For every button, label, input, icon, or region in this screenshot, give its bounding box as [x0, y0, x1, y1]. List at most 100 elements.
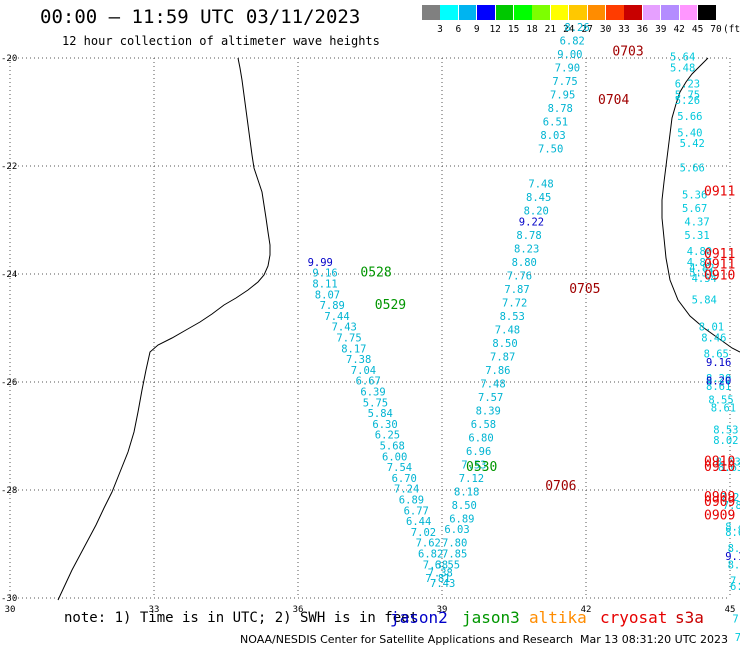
pass-time-label: 0909 — [704, 509, 735, 524]
wave-height-value: 6.96 — [466, 446, 491, 458]
wave-height-value: 6.67 — [356, 376, 381, 388]
legend-item: s3a — [675, 608, 704, 627]
wave-height-value: 8.78 — [548, 103, 573, 115]
wave-height-value: 6.44 — [406, 516, 431, 528]
wave-height-value: 5.26 — [675, 95, 700, 107]
wave-height-value: 7.62 — [416, 538, 441, 550]
scale-label: 42 — [673, 24, 685, 35]
pass-time-label: 0704 — [598, 93, 629, 108]
pass-time-label: 0910 — [704, 268, 735, 283]
wave-height-value: 8.80 — [512, 257, 537, 269]
lat-tick-label: -20 — [1, 54, 17, 64]
wave-height-value: 8.20 — [706, 376, 731, 388]
wave-height-value: 4.82 — [689, 262, 714, 274]
wave-height-value: 7.90 — [555, 63, 580, 75]
wave-height-value: 7.04 — [351, 365, 376, 377]
wave-height-value: 7.76 — [507, 270, 532, 282]
wave-height-value: 5.48 — [670, 63, 695, 75]
credit-line: NOAA/NESDIS Center for Satellite Applica… — [240, 633, 574, 646]
lon-tick-label: 39 — [437, 605, 448, 615]
scale-label: 15 — [507, 24, 520, 35]
wave-height-value: 8.55 — [708, 395, 733, 407]
wave-height-value: 7.57 — [478, 392, 503, 404]
scale-label: 36 — [636, 24, 649, 35]
wave-height-value: 6.39 — [360, 387, 385, 399]
wave-height-value: 6.23 — [675, 79, 700, 91]
lat-tick-label: -28 — [1, 486, 17, 496]
wave-height-value: 8.65 — [704, 349, 729, 361]
wave-height-value: 5.66 — [677, 111, 702, 123]
legend-item: jason3 — [462, 608, 520, 627]
wave-height-value: 5.64 — [670, 52, 695, 64]
pass-time-label: 0911 — [704, 185, 735, 200]
wave-height-value: 7.72 — [502, 297, 527, 309]
wave-height-value: 7.66 — [730, 576, 740, 588]
pass-time-label: 0703 — [612, 44, 643, 59]
wave-height-value: 7.53 — [461, 459, 486, 471]
lat-tick-label: -22 — [1, 162, 17, 172]
wave-height-value: 5.31 — [689, 268, 714, 280]
lat-tick-label: -30 — [1, 594, 17, 604]
scale-label: 39 — [655, 24, 667, 35]
scale-label: 30 — [599, 24, 612, 35]
africa-coastline — [57, 57, 271, 601]
wave-height-value: 8.18 — [454, 486, 479, 498]
wave-height-value: 9.16 — [706, 357, 731, 369]
wave-height-value: 5.75 — [363, 397, 388, 409]
wave-height-value: 8.46 — [701, 333, 726, 345]
map-subtitle: 12 hour collection of altimeter wave hei… — [62, 34, 380, 48]
wave-height-value: 8.07 — [315, 289, 340, 301]
scale-unit: (ft) — [722, 24, 740, 35]
wave-height-value: 8.11 — [312, 279, 337, 291]
wave-height-value: 8.50 — [492, 338, 517, 350]
lon-tick-label: 33 — [149, 605, 160, 615]
wave-height-value: 7.75 — [552, 76, 577, 88]
scale-label: 9 — [473, 24, 480, 35]
wave-height-value: 7.84 — [723, 500, 740, 512]
wave-height-value: 7.48 — [528, 179, 553, 191]
wave-height-value: 7.54 — [735, 632, 740, 644]
generated-time: Mar 13 08:31:20 UTC 2023 — [580, 633, 728, 646]
scale-swatch — [569, 5, 587, 20]
wave-height-value: 6.30 — [372, 419, 397, 431]
wave-height-value: 7.54 — [387, 462, 412, 474]
pass-time-label: 0910 — [704, 460, 735, 475]
scale-swatch — [642, 5, 661, 20]
wave-height-value: 5.31 — [684, 230, 709, 242]
wave-height-value: 6.55 — [435, 559, 460, 571]
lon-tick-label: 36 — [293, 605, 304, 615]
wave-height-value: 7.85 — [442, 549, 467, 561]
wave-height-value: 5.68 — [380, 441, 405, 453]
wave-height-value: 7.95 — [550, 90, 575, 102]
wave-height-value: 8.53 — [500, 311, 525, 323]
wave-height-value: 5.40 — [677, 127, 702, 139]
scale-swatch — [458, 5, 477, 20]
wave-height-value: 5.36 — [682, 189, 707, 201]
wave-height-value: 7.44 — [324, 311, 349, 323]
madagascar-coastline — [661, 57, 740, 353]
altimeter-tracks: 9.168.118.077.897.447.437.758.177.387.04… — [308, 22, 740, 644]
wave-height-value: 7.89 — [320, 300, 345, 312]
wave-height-value: 4.54 — [692, 273, 717, 285]
pass-time-label: 0530 — [466, 460, 497, 475]
grid-lines — [9, 57, 731, 599]
wave-height-value: 7.38 — [423, 559, 448, 571]
wave-height-value: 6.58 — [471, 419, 496, 431]
wave-height-value: 9.00 — [557, 49, 582, 61]
wave-height-value: 7.75 — [336, 333, 361, 345]
wave-height-value: 7.43 — [332, 322, 357, 334]
pass-time-labels: 0528052905300705070607030704091109110911… — [360, 44, 735, 523]
lon-tick-label: 45 — [725, 605, 736, 615]
lon-tick-label: 42 — [581, 605, 592, 615]
wave-height-value: 7.20 — [720, 492, 740, 504]
wave-height-value: 5.75 — [675, 90, 700, 102]
wave-height-value: 8.50 — [452, 500, 477, 512]
wave-height-value: 8.20 — [524, 206, 549, 218]
wave-height-value: 4.87 — [687, 257, 712, 269]
scale-swatch — [477, 5, 495, 20]
scale-label: 27 — [581, 24, 593, 35]
wave-height-value: 8.23 — [514, 243, 539, 255]
wave-height-value: 8.79 — [728, 543, 740, 555]
wave-height-value: 4.37 — [684, 216, 709, 228]
map-title: 00:00 – 11:59 UTC 03/11/2023 — [40, 6, 361, 28]
